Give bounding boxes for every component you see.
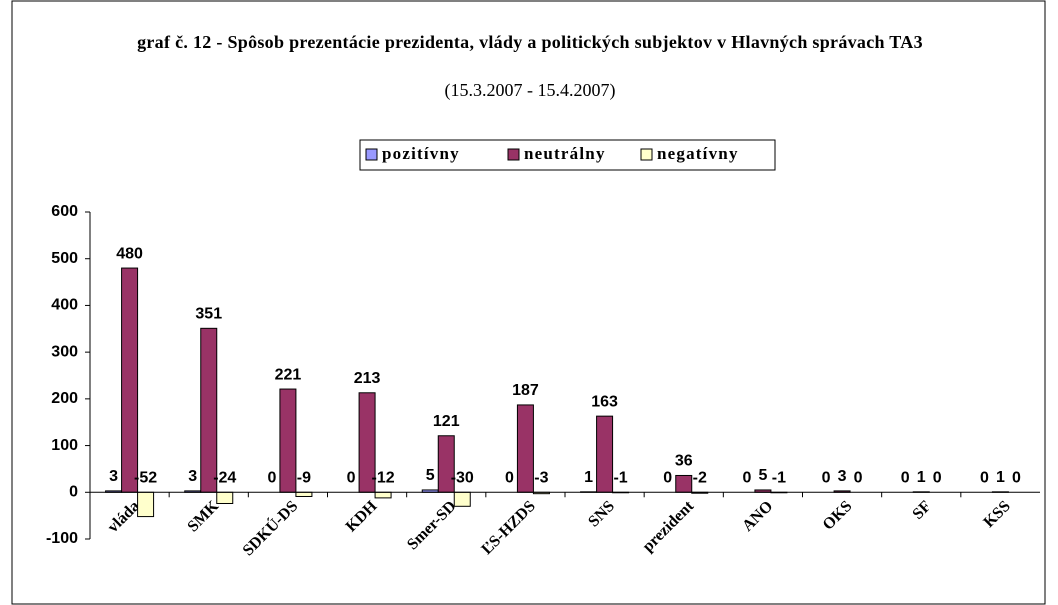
bar [675, 474, 693, 493]
y-tick-label: -100 [46, 530, 78, 547]
data-label: 221 [275, 366, 302, 383]
bar [137, 491, 155, 518]
data-label: -52 [134, 470, 157, 487]
data-label: 480 [116, 245, 143, 262]
y-tick-label: 600 [51, 203, 78, 220]
data-label: 0 [1012, 470, 1021, 487]
legend-label: pozitívny [382, 144, 460, 163]
bar [121, 267, 139, 493]
legend-label: negatívny [657, 144, 739, 163]
data-label: 36 [675, 453, 693, 470]
bar [216, 491, 234, 504]
data-label: 1 [917, 469, 926, 486]
bar [516, 404, 534, 493]
data-label: 163 [591, 393, 618, 410]
legend-swatch [365, 148, 378, 161]
y-tick-label: 500 [51, 250, 78, 267]
data-label: -1 [613, 470, 627, 487]
y-tick-label: 100 [51, 437, 78, 454]
data-label: -1 [772, 470, 786, 487]
data-label: 351 [195, 306, 222, 323]
data-label: -9 [297, 470, 311, 487]
bar [295, 491, 313, 497]
data-label: 213 [354, 370, 381, 387]
data-label: 0 [854, 470, 863, 487]
legend-label: neutrálny [524, 144, 606, 163]
data-label: 3 [838, 468, 847, 485]
y-tick-label: 400 [51, 297, 78, 314]
data-label: 187 [512, 382, 539, 399]
data-label: 0 [505, 470, 514, 487]
data-label: 1 [584, 469, 593, 486]
bar [374, 491, 392, 499]
data-label: 5 [426, 467, 435, 484]
data-label: 0 [933, 470, 942, 487]
data-label: 0 [267, 470, 276, 487]
data-label: 1 [996, 469, 1005, 486]
data-label: -30 [451, 470, 474, 487]
data-label: 0 [980, 470, 989, 487]
legend-box [359, 139, 776, 171]
data-label: -2 [693, 470, 707, 487]
data-label: 5 [758, 467, 767, 484]
bar [200, 327, 218, 493]
data-label: 0 [742, 470, 751, 487]
data-label: 0 [822, 470, 831, 487]
chart-title: graf č. 12 - Spôsob prezentácie preziden… [137, 32, 923, 52]
legend-swatch [507, 148, 520, 161]
bar [596, 415, 614, 493]
chart-subtitle: (15.3.2007 - 15.4.2007) [444, 80, 616, 100]
data-label: 3 [109, 468, 118, 485]
legend-swatch [640, 148, 653, 161]
y-tick-label: 300 [51, 343, 78, 360]
data-label: 3 [188, 468, 197, 485]
bar [453, 491, 471, 507]
y-tick-label: 0 [69, 484, 78, 501]
data-label: -3 [534, 470, 548, 487]
data-label: 121 [433, 413, 460, 430]
data-label: -24 [213, 470, 236, 487]
data-label: 0 [347, 470, 356, 487]
data-label: 0 [901, 470, 910, 487]
y-tick-label: 200 [51, 390, 78, 407]
bar [279, 388, 297, 493]
data-label: 0 [663, 470, 672, 487]
chart-border [11, 0, 1046, 605]
data-label: -12 [372, 470, 395, 487]
